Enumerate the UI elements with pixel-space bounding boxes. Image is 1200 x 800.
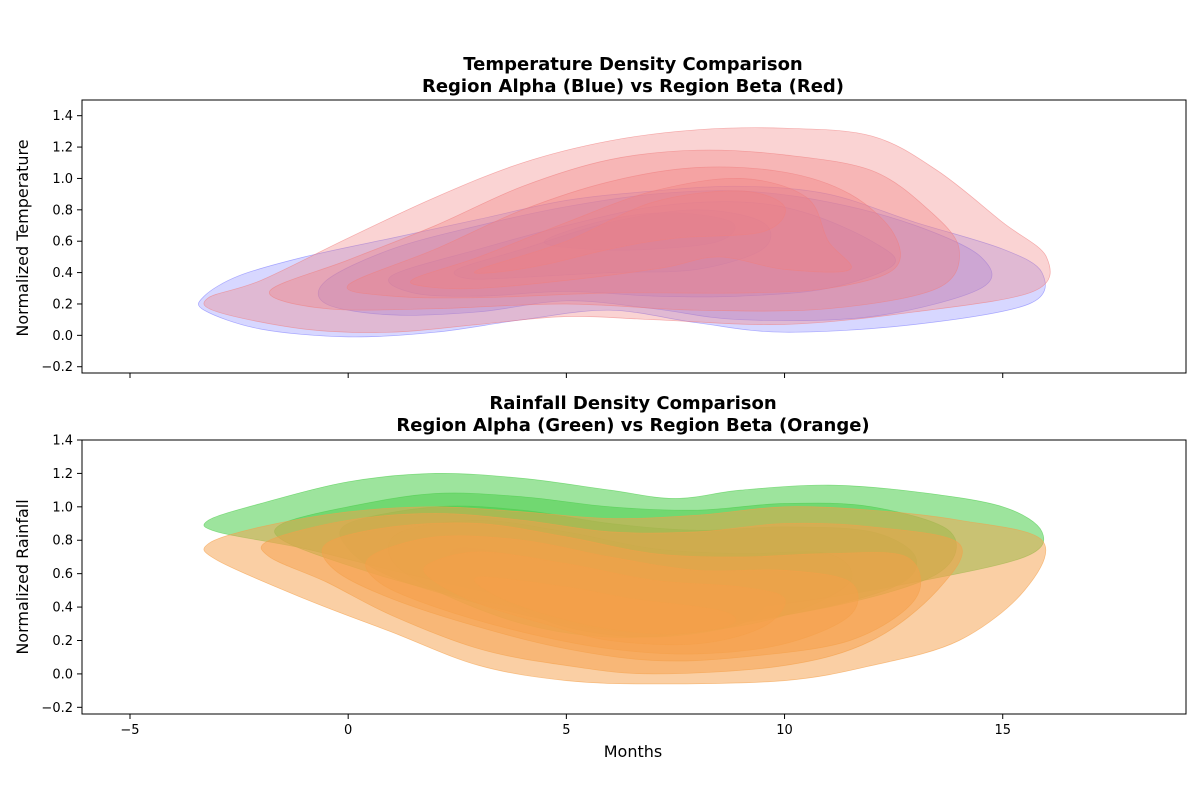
plot-frame: [81, 439, 1187, 715]
y-axis-label: Normalized Temperature: [13, 139, 32, 336]
contour-layer: [198, 127, 1051, 338]
density-contour-level-3: [410, 177, 852, 290]
y-tick-label: 0.0: [52, 667, 73, 682]
x-tick-label: 0: [344, 723, 352, 738]
density-series-1: [203, 506, 1047, 685]
chart-title-line-1: Temperature Density Comparison: [463, 54, 803, 75]
density-contour-level-2: [388, 201, 896, 298]
axes-layer: −0.2 0.0 0.2 0.4 0.6 0.8 1.0 1.2 1.4: [41, 109, 1004, 378]
y-tick-label: −0.2: [41, 701, 73, 716]
temperature-density-panel: Temperature Density Comparison Region Al…: [13, 54, 1187, 378]
density-contour-level-0: [198, 185, 1046, 338]
chart-subtitle-line-2: Region Alpha (Green) vs Region Beta (Ora…: [396, 415, 869, 436]
y-tick-label: 1.4: [52, 434, 73, 449]
plot-frame: [81, 99, 1187, 374]
density-series-0: [198, 185, 1046, 338]
density-contour-level-3: [453, 209, 772, 280]
y-tick-label: 1.0: [52, 172, 73, 187]
y-tick-label: 0.4: [52, 601, 73, 616]
chart-subtitle-line-2: Region Alpha (Blue) vs Region Beta (Red): [422, 76, 844, 97]
y-tick-label: 1.0: [52, 500, 73, 515]
x-tick-label: 15: [994, 723, 1011, 738]
y-tick-label: 1.4: [52, 109, 73, 124]
y-tick-label: 0.6: [52, 567, 73, 582]
chart-title-line-1: Rainfall Density Comparison: [489, 393, 776, 414]
y-tick-label: 0.8: [52, 534, 73, 549]
x-tick-label: 10: [776, 723, 793, 738]
density-series-1: [203, 127, 1051, 333]
density-contour-level-5: [474, 576, 737, 635]
y-tick-label: 0.0: [52, 329, 73, 344]
y-tick-label: 0.2: [52, 634, 73, 649]
rainfall-density-panel: Rainfall Density Comparison Region Alpha…: [13, 393, 1187, 761]
x-tick-label: 5: [562, 723, 570, 738]
y-tick-label: 0.6: [52, 235, 73, 250]
y-tick-label: 0.4: [52, 266, 73, 281]
density-contour-level-4: [474, 190, 786, 274]
density-contour-level-1: [269, 149, 960, 312]
density-contour-level-4: [544, 212, 736, 251]
axes-layer: −5 0 5 10 15 −0.2 0.0 0.2 0.4 0.6 0.8 1.0 1.2 1.4: [41, 434, 1011, 739]
y-tick-label: 0.8: [52, 203, 73, 218]
contour-layer: [203, 472, 1047, 685]
x-axis-label: Months: [604, 742, 662, 761]
x-tick-label: −5: [120, 723, 139, 738]
y-tick-label: 1.2: [52, 467, 73, 482]
y-axis-label: Normalized Rainfall: [13, 499, 32, 654]
density-contour-level-0: [203, 127, 1051, 333]
y-tick-label: 0.2: [52, 297, 73, 312]
y-tick-label: 1.2: [52, 141, 73, 156]
y-tick-label: −0.2: [41, 360, 73, 375]
